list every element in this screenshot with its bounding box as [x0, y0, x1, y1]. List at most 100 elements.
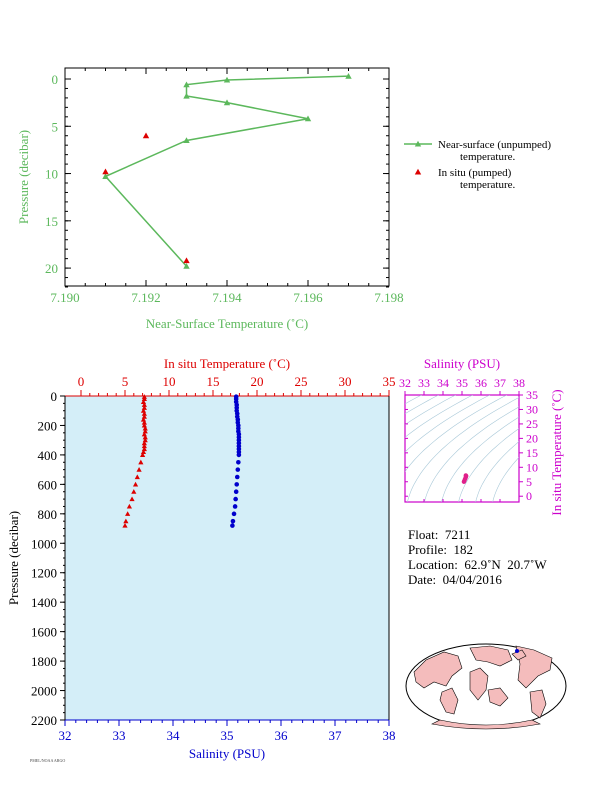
- temp-tick-label: 25: [295, 374, 308, 389]
- x-tick-label: 7.192: [131, 290, 160, 305]
- density-contours: [405, 395, 519, 502]
- temperature-point: [141, 419, 147, 425]
- continent: [469, 667, 489, 701]
- salinity-point: [235, 467, 241, 472]
- temperature-point: [134, 474, 140, 480]
- top-axis-label: In situ Temperature (˚C): [164, 356, 290, 371]
- near-surface-point: [345, 72, 352, 79]
- ts-x-tick-label: 35: [456, 376, 468, 390]
- legend-marker: [414, 168, 422, 175]
- y-tick-label: 10: [45, 167, 58, 182]
- ts-frame: [404, 394, 520, 503]
- sal-tick-label: 35: [221, 728, 234, 743]
- density-contour: [424, 406, 519, 502]
- near-surface-point: [183, 263, 190, 269]
- temperature-point: [140, 449, 147, 455]
- near-surface-legend: Near-surface (unpumped) temperature. In s…: [404, 139, 551, 191]
- continent: [413, 651, 463, 689]
- ts-x-tick-label: 33: [418, 376, 430, 390]
- temperature-point: [141, 396, 147, 402]
- float-location-marker: [515, 649, 519, 653]
- ts-point: [461, 479, 467, 484]
- temperature-point: [129, 496, 135, 502]
- float-id: Float: 7211: [408, 527, 471, 542]
- near-surface-point: [183, 81, 190, 88]
- legend-label: Near-surface (unpumped) temperature.: [438, 139, 551, 163]
- profile-number: Profile: 182: [408, 542, 473, 557]
- temperature-point: [138, 459, 144, 465]
- continent: [469, 645, 513, 667]
- temperature-point: [141, 440, 147, 446]
- temperature-point: [140, 416, 147, 422]
- near-surface-chart: 7.190 7.192 7.194 7.196 7.198 0 5 10 15 20 Near-Su…: [16, 67, 404, 331]
- bottom-axis-label: Salinity (PSU): [189, 746, 265, 761]
- temp-tick-label: 10: [163, 374, 176, 389]
- antarctica: [431, 719, 541, 730]
- temperature-point: [132, 481, 139, 487]
- plot-background: [65, 396, 389, 720]
- temperature-point: [142, 434, 148, 440]
- float-info: Float: 7211 Profile: 182 Location: 62.9˚…: [408, 527, 547, 587]
- pressure-tick-label: 1400: [31, 595, 57, 610]
- ts-x-tick-label: 32: [399, 376, 411, 390]
- ts-y-tick-label: 30: [526, 402, 538, 416]
- continent: [529, 689, 547, 719]
- ts-y-tick-label: 5: [526, 475, 532, 489]
- salinity-point: [236, 452, 242, 458]
- density-contour: [458, 428, 519, 502]
- y-axis-label: Pressure (decibar): [16, 130, 31, 224]
- pressure-tick-label: 400: [38, 448, 58, 463]
- in-situ-point: [142, 132, 150, 139]
- x-tick-label: 7.190: [50, 290, 79, 305]
- sal-tick-label: 38: [383, 728, 396, 743]
- density-contour: [441, 416, 519, 502]
- y-tick-label: 5: [52, 119, 59, 134]
- legend-label: In situ (pumped) temperature.: [438, 167, 516, 191]
- temperature-point: [125, 511, 131, 516]
- temperature-point: [140, 399, 147, 404]
- density-contour: [407, 397, 519, 502]
- salinity-point: [230, 523, 235, 528]
- sal-tick-label: 36: [275, 728, 289, 743]
- sal-tick-label: 32: [59, 728, 72, 743]
- pressure-tick-label: 600: [38, 477, 58, 492]
- temp-tick-label: 35: [383, 374, 396, 389]
- temperature-point: [141, 422, 147, 428]
- pressure-tick-label: 1600: [31, 625, 57, 640]
- ts-x-tick-label: 34: [437, 376, 449, 390]
- in-situ-point: [102, 168, 109, 175]
- temperature-point: [141, 431, 147, 437]
- ts-y-axis-label: In situ Temperature (˚C): [549, 389, 564, 515]
- footer-text: PMEL/NOAA ARGO: [30, 758, 66, 763]
- ts-x-tick-label: 38: [513, 376, 525, 390]
- temperature-point: [122, 523, 128, 528]
- ts-y-tick-label: 10: [526, 460, 538, 474]
- density-contour: [475, 441, 519, 502]
- y-tick-label: 0: [52, 72, 59, 87]
- temperature-point: [142, 425, 148, 431]
- salinity-point: [233, 489, 239, 495]
- ts-y-tick-label: 25: [526, 417, 538, 431]
- ts-y-tick-label: 15: [526, 446, 538, 460]
- temperature-point: [141, 411, 147, 416]
- temperature-point: [141, 402, 147, 407]
- temperature-point: [126, 503, 132, 509]
- temperature-point: [123, 518, 129, 524]
- pressure-tick-label: 800: [38, 507, 58, 522]
- in-situ-point: [183, 257, 190, 264]
- near-surface-point: [304, 115, 312, 122]
- ts-x-tick-label: 36: [475, 376, 487, 390]
- ts-y-tick-label: 0: [526, 489, 532, 503]
- sal-tick-label: 33: [113, 728, 126, 743]
- temperature-point: [142, 437, 148, 443]
- ts-x-axis-label: Salinity (PSU): [424, 356, 500, 371]
- continent: [487, 687, 509, 707]
- temp-tick-label: 15: [207, 374, 220, 389]
- temp-tick-label: 30: [339, 374, 352, 389]
- temperature-point: [136, 467, 142, 472]
- pressure-tick-label: 1000: [31, 536, 57, 551]
- temp-tick-label: 0: [78, 374, 85, 389]
- pressure-tick-label: 1800: [31, 654, 57, 669]
